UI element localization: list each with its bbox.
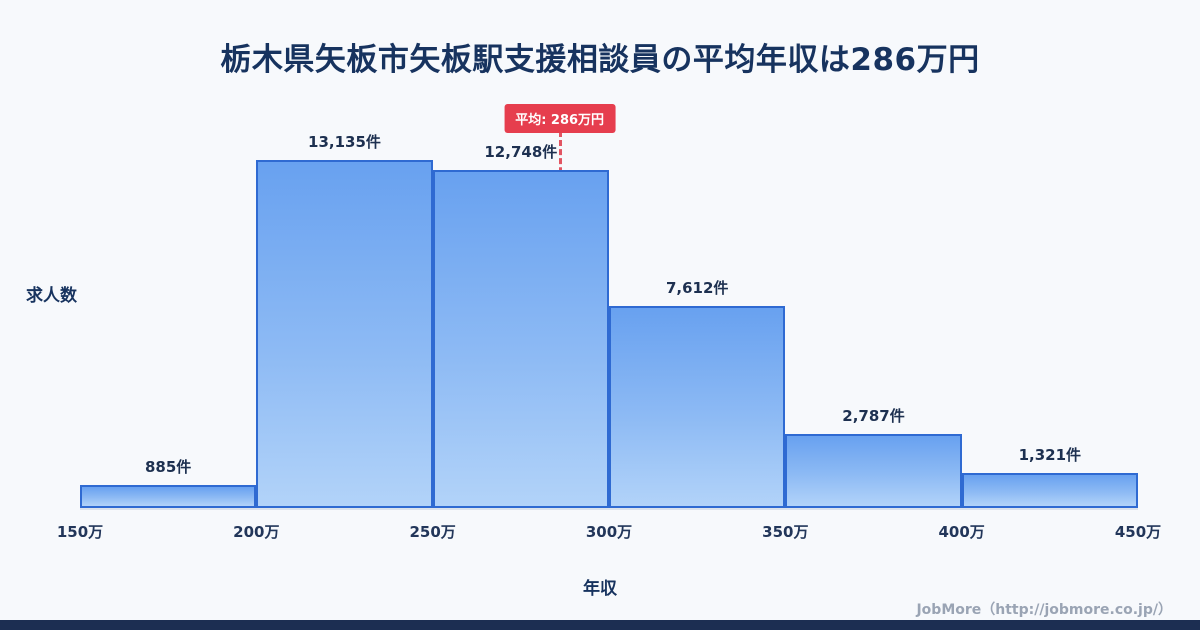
histogram-bar [432, 170, 609, 508]
x-tick-label: 200万 [233, 523, 280, 541]
x-tick-label: 250万 [409, 523, 456, 541]
plot-area: 平均: 286万円 885件 13,135件 12,748件 7,612件 2,787件… [80, 104, 1138, 510]
bar-value-label: 12,748件 [484, 143, 558, 162]
bar-value-label: 1,321件 [1018, 446, 1082, 465]
histogram-bar [256, 160, 433, 508]
x-tick-label: 350万 [762, 523, 809, 541]
bar-value-label: 2,787件 [842, 407, 905, 426]
histogram-bar [785, 434, 962, 508]
bar-slot: 12,748件 [432, 143, 609, 508]
x-tick-label: 400万 [938, 523, 985, 541]
histogram-bar [80, 484, 257, 508]
bar-slot: 13,135件 [256, 133, 433, 508]
x-tick-label: 150万 [56, 523, 104, 541]
bar-slot: 1,321件 [961, 160, 1138, 508]
x-axis-ticks: 150万 200万 250万 300万 350万 400万 450万 [57, 521, 1161, 543]
bar-value-label: 7,612件 [665, 279, 729, 298]
bar-slot: 885件 [80, 160, 257, 508]
x-axis-label: 年収 [583, 579, 617, 599]
histogram-bar [609, 306, 786, 508]
mean-badge: 平均: 286万円 [504, 104, 616, 133]
x-tick-label: 450万 [1114, 523, 1162, 541]
bar-slot: 7,612件 [609, 160, 786, 508]
bar-value-label: 13,135件 [308, 133, 381, 151]
bar-value-label: 885件 [145, 457, 192, 476]
x-tick-label: 300万 [585, 523, 633, 541]
page-title: 栃木県矢板市矢板駅支援相談員の平均年収は286万円 [220, 42, 980, 78]
footer-credit: JobMore（http://jobmore.co.jp/） [916, 602, 1172, 618]
bar-slot: 2,787件 [785, 160, 962, 508]
bottom-accent-bar [0, 620, 1200, 630]
histogram-bar [961, 473, 1138, 508]
y-axis-label: 求人数 [26, 286, 77, 306]
